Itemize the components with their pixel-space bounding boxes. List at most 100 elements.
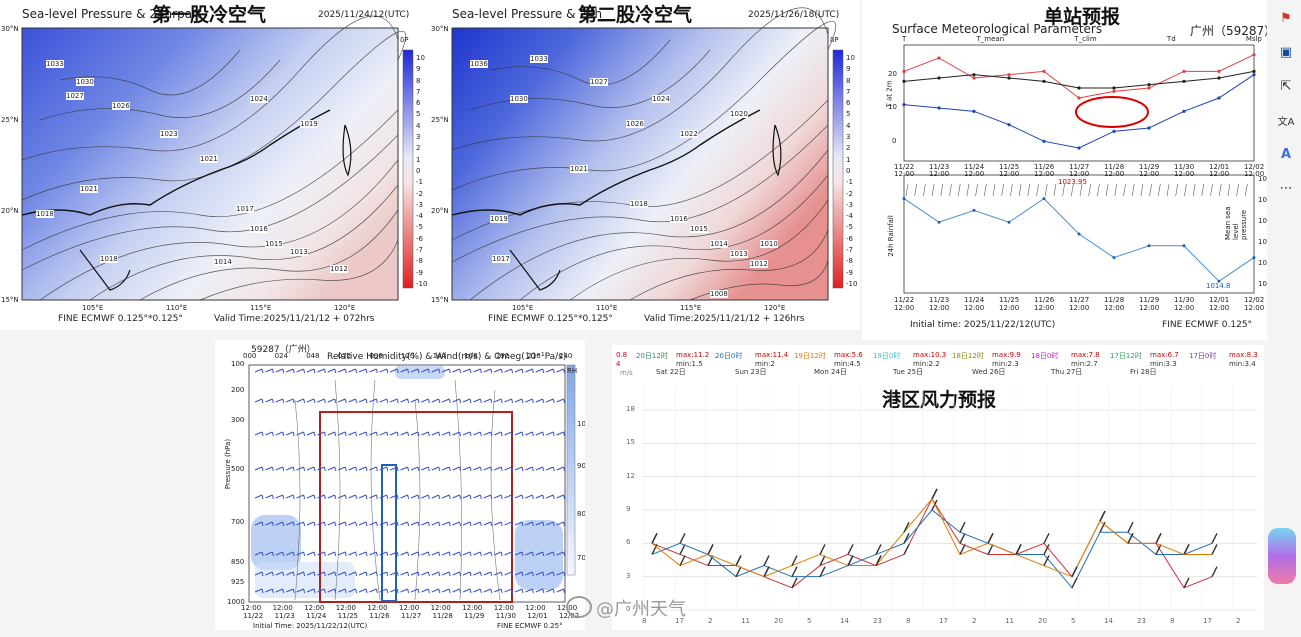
mslp-point (1147, 244, 1151, 248)
wind-barb-feather (365, 368, 368, 374)
wind-barb-feather (282, 551, 285, 557)
wind-barb-mark (1071, 577, 1078, 589)
wind-barb (452, 368, 460, 373)
map1-lat-25: 25°N (1, 116, 19, 124)
wind-barb-feather (396, 466, 399, 472)
wind-barb-feather (396, 368, 399, 374)
wind-barb-feather (563, 588, 566, 594)
wind-barb-feather (365, 571, 368, 577)
series-t_mean-point (972, 73, 976, 77)
wind-header-day: Sat 22日 (656, 368, 686, 376)
wind-barb (462, 466, 471, 471)
wind-barb (421, 466, 429, 471)
series-t-point (902, 69, 906, 73)
series-t-point (1217, 69, 1221, 73)
wind-barb (254, 521, 263, 526)
wind-barb-feather (355, 431, 358, 437)
wind-barb (483, 466, 491, 471)
wind-barb-feather (271, 494, 274, 500)
wind-barb (410, 521, 419, 526)
wind-barb (514, 494, 523, 499)
barb-mark (1131, 183, 1135, 197)
wind-barb-mark (1155, 544, 1162, 555)
wind-barb (462, 494, 471, 499)
wind-barb-feather (427, 521, 430, 527)
wind-barb (473, 368, 481, 373)
screen-icon[interactable]: ▣ (1279, 44, 1293, 60)
blue-box (381, 464, 397, 602)
export-icon[interactable]: ⇱ (1280, 78, 1292, 94)
wind-barb-feather (355, 368, 358, 374)
wind-left-min: 4 (616, 360, 621, 368)
crosssec-top-tick: 048 (306, 352, 320, 360)
station-xdate-bottom: 11/24 (964, 296, 985, 304)
ylabel-bottom: 24h Rainfall (886, 215, 895, 257)
wind-barb-feather (427, 571, 430, 577)
wind-barb-feather (323, 431, 326, 437)
wind-barb (265, 398, 273, 403)
wind-barb (296, 551, 304, 556)
series-t_mean-point (1147, 83, 1151, 87)
wind-barb (452, 466, 460, 471)
wind-barb (410, 466, 419, 471)
iso-label: 1027 (66, 92, 84, 100)
wind-barb-feather (355, 571, 358, 577)
wind-barb (254, 368, 263, 373)
wind-barb (358, 466, 367, 471)
wind-barb (296, 521, 304, 526)
wind-barb (327, 466, 335, 471)
more-icon[interactable]: ⋯ (1279, 180, 1293, 196)
wind-barb-feather (261, 588, 264, 594)
crosssec-station: 59287（广州） (251, 345, 316, 355)
iso-label: 1026 (626, 120, 644, 128)
wind-barb (369, 521, 377, 526)
wind-barb (525, 571, 533, 576)
iso-label: 1010 (760, 240, 778, 248)
map1-footer-left: FINE ECMWF 0.125°*0.125° (58, 314, 183, 324)
wind-barb-feather (469, 521, 472, 527)
wind-barb-feather (531, 368, 534, 374)
mslp-point (1042, 197, 1046, 201)
wind-barb-feather (261, 368, 264, 374)
wind-barb-feather (479, 466, 482, 472)
ai-icon[interactable]: A (1280, 146, 1292, 162)
iso-label: 1033 (530, 55, 548, 63)
translate-icon[interactable]: 文A (1277, 116, 1295, 128)
wind-barb-feather (303, 494, 306, 500)
crosssec-xtime: 12:00 (304, 604, 325, 612)
wind-barb (494, 521, 502, 526)
wind-barb (317, 431, 325, 436)
max-label: 1023.95 (1058, 178, 1087, 186)
wind-barb-feather (459, 494, 462, 500)
wind-barb-mark (1099, 510, 1106, 522)
wind-barb (327, 494, 335, 499)
wind-barb-feather (323, 368, 326, 374)
wind-header-time: 19日12时 (794, 352, 826, 360)
series-td-point (1147, 126, 1151, 130)
wind-barb (275, 431, 283, 436)
wind-barb-feather (261, 551, 264, 557)
wind-barb-feather (490, 466, 493, 472)
wind-barb (556, 431, 564, 436)
station-xtime-top: 12:00 (894, 170, 915, 178)
wind-barb (556, 368, 564, 373)
ytick: 20 (888, 70, 897, 78)
wind-barb (275, 398, 283, 403)
wind-header-time: 18日12时 (952, 352, 984, 360)
wind-barb-feather (344, 588, 347, 594)
wind-header-time: 20日12时 (636, 352, 668, 360)
barb-mark (1097, 183, 1100, 197)
wind-barb-mark (903, 521, 910, 533)
wind-barb-feather (407, 398, 410, 404)
wind-barb-feather (459, 368, 462, 374)
mslp-point (902, 197, 906, 201)
wind-barb-feather (386, 398, 389, 404)
station-xtime-top: 12:00 (1104, 170, 1125, 178)
station-panel: 单站预报 Surface Meteorological Parameters 广… (862, 0, 1267, 340)
wind-barb-feather (417, 368, 420, 374)
bookmark-icon[interactable]: ⚑ (1280, 10, 1292, 26)
wind-barb-feather (282, 521, 285, 527)
wind-barb (431, 571, 439, 576)
wind-header-max: max:10.3 (913, 351, 947, 359)
